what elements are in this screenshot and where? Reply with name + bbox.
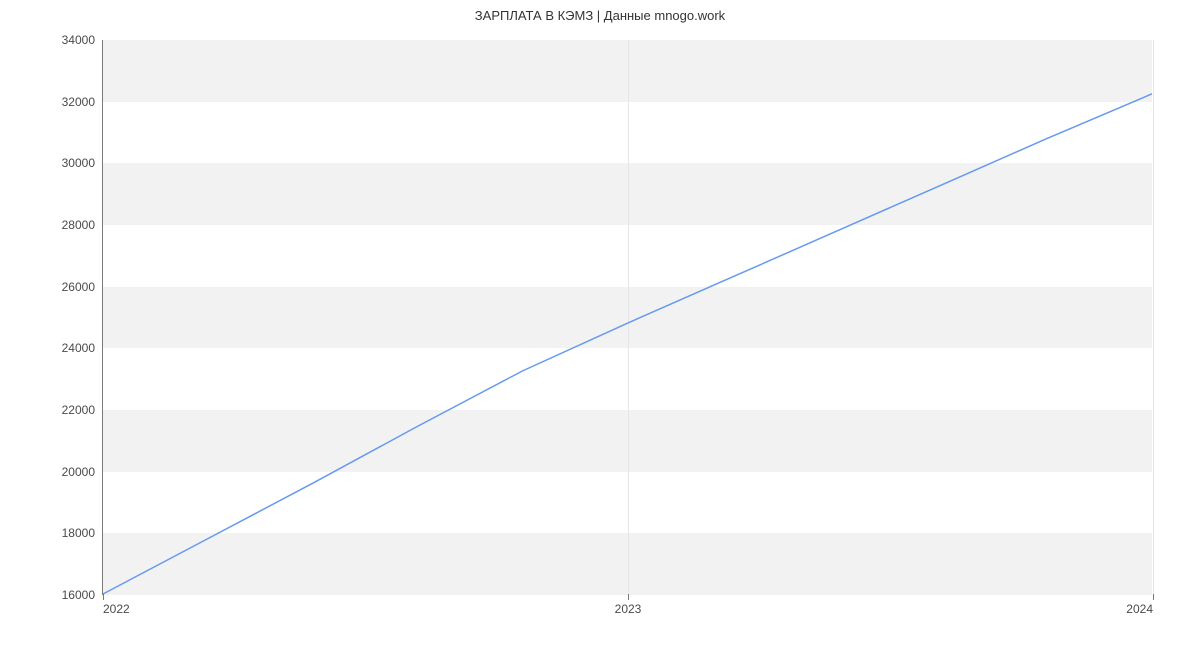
y-tick-label: 24000 (62, 341, 103, 355)
y-tick-label: 32000 (62, 95, 103, 109)
x-tick-label: 2022 (103, 594, 130, 616)
y-tick-label: 18000 (62, 526, 103, 540)
line-layer (103, 40, 1152, 594)
x-tick-label: 2023 (615, 594, 642, 616)
y-tick-label: 26000 (62, 280, 103, 294)
y-tick-label: 20000 (62, 465, 103, 479)
plot-area: 1600018000200002200024000260002800030000… (102, 40, 1152, 595)
chart-container: 1600018000200002200024000260002800030000… (102, 40, 1152, 595)
chart-title: ЗАРПЛАТА В КЭМЗ | Данные mnogo.work (0, 0, 1200, 33)
y-tick-label: 22000 (62, 403, 103, 417)
x-gridline (1153, 40, 1154, 594)
y-tick-label: 34000 (62, 33, 103, 47)
y-tick-label: 16000 (62, 588, 103, 602)
x-tick-label: 2024 (1126, 594, 1153, 616)
y-tick-label: 28000 (62, 218, 103, 232)
x-tick-mark (1153, 594, 1154, 600)
data-line (103, 94, 1152, 594)
y-tick-label: 30000 (62, 156, 103, 170)
